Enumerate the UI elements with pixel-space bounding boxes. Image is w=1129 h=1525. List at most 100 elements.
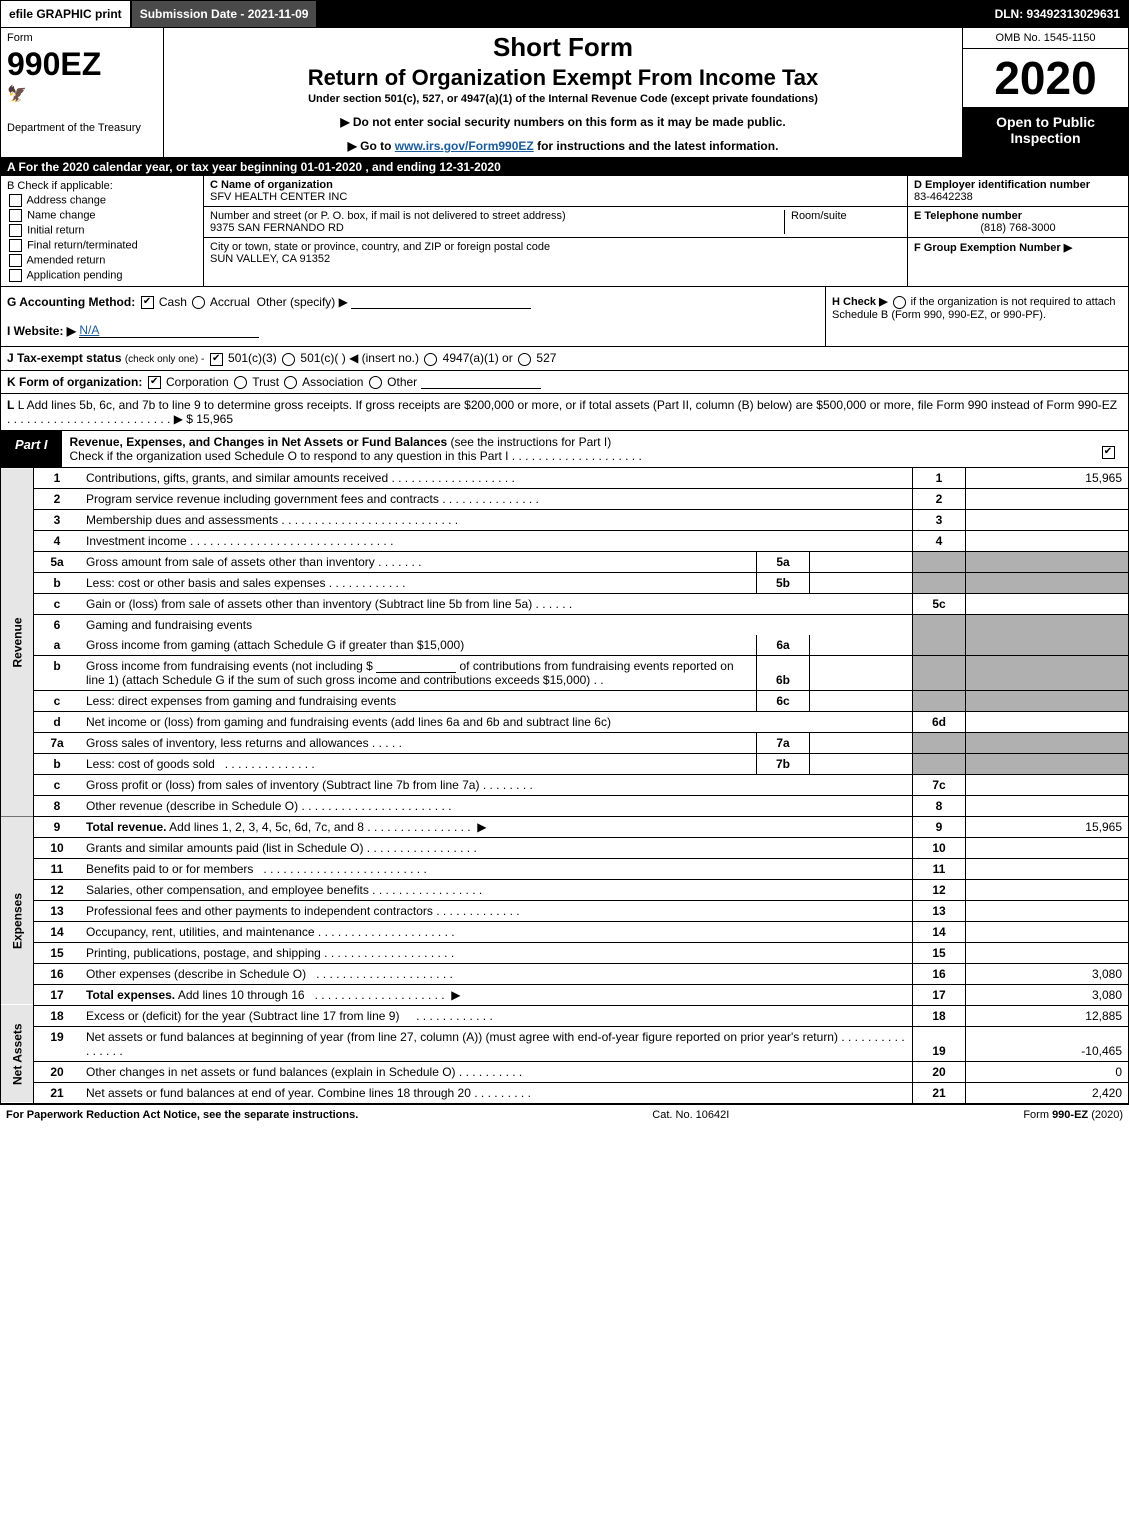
line-6a-num: a bbox=[34, 635, 81, 656]
check-initial-return[interactable]: Initial return bbox=[7, 224, 197, 237]
instruction-1: ▶ Do not enter social security numbers o… bbox=[172, 115, 954, 129]
g-accrual-radio[interactable] bbox=[192, 296, 205, 309]
line-13-num: 13 bbox=[34, 900, 81, 921]
check-address-change[interactable]: Address change bbox=[7, 194, 197, 207]
part-1-table: Revenue 1 Contributions, gifts, grants, … bbox=[0, 468, 1129, 1104]
line-6a-sub: 6a bbox=[757, 635, 810, 656]
line-6d-rt: 6d bbox=[913, 711, 966, 732]
subtitle: Under section 501(c), 527, or 4947(a)(1)… bbox=[172, 93, 954, 105]
form-header: Form 990EZ 🦅 Department of the Treasury … bbox=[0, 28, 1129, 158]
efile-print-label[interactable]: efile GRAPHIC print bbox=[1, 1, 132, 27]
line-6a-val-shade bbox=[966, 635, 1129, 656]
line-8-num: 8 bbox=[34, 795, 81, 816]
line-12: 12 Salaries, other compensation, and emp… bbox=[1, 879, 1129, 900]
footer-right: Form 990-EZ (2020) bbox=[1023, 1109, 1123, 1121]
line-4-desc: Investment income bbox=[86, 534, 187, 548]
org-info-box: B Check if applicable: Address change Na… bbox=[0, 176, 1129, 287]
e-phone-label: E Telephone number bbox=[914, 210, 1122, 222]
main-title: Return of Organization Exempt From Incom… bbox=[172, 65, 954, 91]
tax-year: 2020 bbox=[963, 49, 1128, 108]
line-7b-rt-shade bbox=[913, 753, 966, 774]
line-7a-sub: 7a bbox=[757, 732, 810, 753]
line-21-rt: 21 bbox=[913, 1082, 966, 1103]
net-assets-side-label: Net Assets bbox=[1, 1005, 34, 1103]
line-5c: c Gain or (loss) from sale of assets oth… bbox=[1, 593, 1129, 614]
j-527-radio[interactable] bbox=[518, 353, 531, 366]
check-amended-return[interactable]: Amended return bbox=[7, 254, 197, 267]
line-7a-val-shade bbox=[966, 732, 1129, 753]
line-11-rt: 11 bbox=[913, 858, 966, 879]
line-1-num: 1 bbox=[34, 468, 81, 489]
k-trust-radio[interactable] bbox=[234, 376, 247, 389]
line-6-num: 6 bbox=[34, 614, 81, 635]
line-6b-num: b bbox=[34, 655, 81, 690]
line-5b-subval bbox=[810, 572, 913, 593]
line-19-desc: Net assets or fund balances at beginning… bbox=[86, 1030, 838, 1044]
k-other-radio[interactable] bbox=[369, 376, 382, 389]
line-19: 19 Net assets or fund balances at beginn… bbox=[1, 1026, 1129, 1061]
line-2-val bbox=[966, 488, 1129, 509]
form-number: 990EZ bbox=[7, 48, 157, 80]
line-16-desc: Other expenses (describe in Schedule O) bbox=[86, 967, 306, 981]
line-21-val: 2,420 bbox=[966, 1082, 1129, 1103]
line-17-desc: Add lines 10 through 16 bbox=[175, 988, 304, 1002]
check-name-change[interactable]: Name change bbox=[7, 209, 197, 222]
k-assoc-radio[interactable] bbox=[284, 376, 297, 389]
k-corp-check[interactable]: ✔ bbox=[148, 376, 161, 389]
c-street-label: Number and street (or P. O. box, if mail… bbox=[210, 210, 784, 222]
instruction-2: ▶ Go to www.irs.gov/Form990EZ for instru… bbox=[172, 139, 954, 153]
check-application-pending[interactable]: Application pending bbox=[7, 269, 197, 282]
check-final-return[interactable]: Final return/terminated bbox=[7, 239, 197, 252]
line-1: Revenue 1 Contributions, gifts, grants, … bbox=[1, 468, 1129, 489]
line-6d-desc: Net income or (loss) from gaming and fun… bbox=[80, 711, 913, 732]
line-5b-desc: Less: cost or other basis and sales expe… bbox=[86, 576, 325, 590]
part-1-tab: Part I bbox=[1, 431, 62, 467]
line-19-rt: 19 bbox=[913, 1026, 966, 1061]
g-label: G Accounting Method: bbox=[7, 295, 135, 309]
line-20-desc: Other changes in net assets or fund bala… bbox=[86, 1065, 456, 1079]
line-14-rt: 14 bbox=[913, 921, 966, 942]
line-10-val bbox=[966, 837, 1129, 858]
eagle-icon: 🦅 bbox=[7, 84, 157, 104]
j-501c3-check[interactable]: ✔ bbox=[210, 353, 223, 366]
line-10-num: 10 bbox=[34, 837, 81, 858]
part-1-schedule-o-check[interactable]: ✔ bbox=[1102, 446, 1115, 459]
f-group-label: F Group Exemption Number ▶ bbox=[914, 241, 1122, 254]
line-6c-desc: Less: direct expenses from gaming and fu… bbox=[80, 690, 757, 711]
h-check[interactable] bbox=[893, 296, 906, 309]
irs-link[interactable]: www.irs.gov/Form990EZ bbox=[395, 139, 534, 153]
line-14-num: 14 bbox=[34, 921, 81, 942]
line-6c: c Less: direct expenses from gaming and … bbox=[1, 690, 1129, 711]
revenue-side-label: Revenue bbox=[1, 468, 34, 817]
line-6a-desc: Gross income from gaming (attach Schedul… bbox=[80, 635, 757, 656]
line-15-desc: Printing, publications, postage, and shi… bbox=[86, 946, 321, 960]
header-right: OMB No. 1545-1150 2020 Open to Public In… bbox=[962, 28, 1128, 157]
line-3-val bbox=[966, 509, 1129, 530]
line-5a-subval bbox=[810, 551, 913, 572]
line-19-num: 19 bbox=[34, 1026, 81, 1061]
part-1-check-line: Check if the organization used Schedule … bbox=[70, 449, 509, 463]
line-15-rt: 15 bbox=[913, 942, 966, 963]
line-6a: a Gross income from gaming (attach Sched… bbox=[1, 635, 1129, 656]
line-13-rt: 13 bbox=[913, 900, 966, 921]
j-501c-radio[interactable] bbox=[282, 353, 295, 366]
l-value: 15,965 bbox=[196, 412, 233, 426]
header-left: Form 990EZ 🦅 Department of the Treasury bbox=[1, 28, 164, 157]
h-pre: H Check ▶ bbox=[832, 296, 891, 308]
short-form-title: Short Form bbox=[172, 32, 954, 63]
line-6c-sub: 6c bbox=[757, 690, 810, 711]
line-6-rt-shade bbox=[913, 614, 966, 635]
j-4947-radio[interactable] bbox=[424, 353, 437, 366]
line-14-desc: Occupancy, rent, utilities, and maintena… bbox=[86, 925, 315, 939]
line-2-desc: Program service revenue including govern… bbox=[86, 492, 439, 506]
line-5b-rt-shade bbox=[913, 572, 966, 593]
line-10-desc: Grants and similar amounts paid (list in… bbox=[86, 841, 363, 855]
g-cash-check[interactable]: ✔ bbox=[141, 296, 154, 309]
website-value[interactable]: N/A bbox=[79, 323, 259, 338]
line-18: Net Assets 18 Excess or (deficit) for th… bbox=[1, 1005, 1129, 1026]
j-small: (check only one) - bbox=[125, 354, 204, 365]
k-other-input[interactable] bbox=[421, 388, 541, 389]
g-other-input[interactable] bbox=[351, 308, 531, 309]
k-corp: Corporation bbox=[166, 375, 229, 389]
line-6c-val-shade bbox=[966, 690, 1129, 711]
